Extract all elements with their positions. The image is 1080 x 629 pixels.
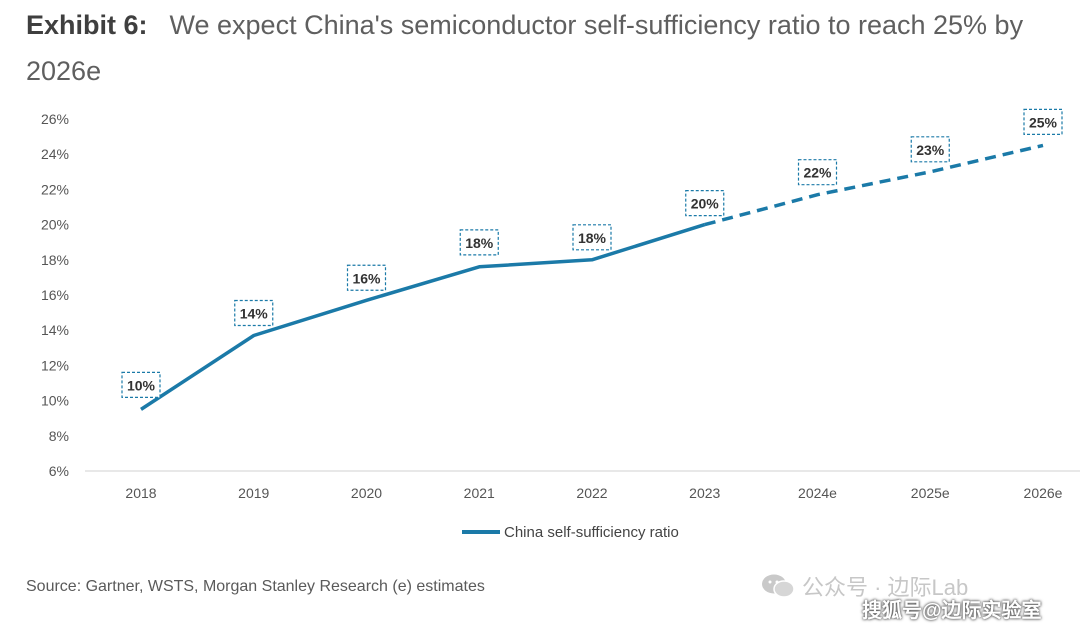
legend: China self-sufficiency ratio: [462, 524, 679, 541]
data-label-box: [685, 190, 725, 217]
x-tick-label: 2021: [464, 485, 495, 501]
y-tick-label: 8%: [49, 428, 69, 444]
y-tick-label: 26%: [41, 111, 69, 127]
x-tick-label: 2019: [238, 485, 269, 501]
title-text: We expect China's semiconductor self-suf…: [26, 10, 1024, 86]
x-tick-label: 2024e: [798, 485, 837, 501]
source-note: Source: Gartner, WSTS, Morgan Stanley Re…: [26, 578, 485, 595]
chart-title: Exhibit 6: We expect China's semiconducto…: [26, 2, 1071, 94]
data-label: 25%: [1029, 114, 1058, 130]
legend-label: China self-sufficiency ratio: [504, 524, 679, 541]
data-label: 16%: [352, 270, 381, 286]
data-label: 14%: [240, 305, 269, 321]
x-tick-label: 2020: [351, 485, 382, 501]
data-label-box: [1023, 108, 1063, 136]
y-tick-label: 16%: [41, 287, 69, 303]
y-tick-label: 12%: [41, 357, 69, 373]
exhibit-label: Exhibit 6:: [26, 10, 148, 40]
series-lines: [140, 143, 1044, 411]
data-labels: 10% 14% 16% 18% 18% 20% 22% 23% 25%: [121, 108, 1063, 398]
data-label: 10%: [127, 377, 156, 393]
x-tick-label: 2023: [689, 485, 720, 501]
x-tick-label: 2022: [576, 485, 607, 501]
data-label-box: [459, 229, 499, 256]
data-label-box: [910, 136, 950, 163]
y-axis: 6% 8% 10% 12% 14% 16% 18% 20% 22% 24% 26%: [41, 111, 69, 479]
data-label: 22%: [803, 165, 832, 181]
x-tick-label: 2026e: [1024, 485, 1063, 501]
data-label-box: [572, 224, 612, 251]
y-tick-label: 22%: [41, 181, 69, 197]
y-tick-label: 24%: [41, 146, 69, 162]
y-tick-label: 10%: [41, 393, 69, 409]
series-line-estimate: [704, 143, 1044, 227]
watermark-text: 公众号 · 边际Lab: [802, 575, 969, 600]
watermark: 公众号 · 边际Lab: [760, 570, 968, 602]
x-axis: 2018 2019 2020 2021 2022 2023 2024e 2025e 2026e: [125, 485, 1062, 501]
data-label: 23%: [916, 142, 945, 158]
data-label: 18%: [578, 230, 607, 246]
y-tick-label: 18%: [41, 252, 69, 268]
x-tick-label: 2025e: [911, 485, 950, 501]
wechat-icon: [762, 574, 795, 598]
data-label-box: [797, 159, 838, 186]
data-label: 18%: [465, 235, 494, 251]
data-label-box: [121, 371, 161, 398]
series-line-actual: [140, 222, 706, 411]
y-tick-label: 6%: [49, 463, 69, 479]
x-tick-label: 2018: [125, 485, 156, 501]
data-label: 20%: [691, 196, 720, 212]
data-label-box: [234, 299, 274, 327]
data-label-box: [346, 264, 387, 291]
y-tick-label: 14%: [41, 322, 69, 338]
y-tick-label: 20%: [41, 217, 69, 233]
watermark-sohu: 搜狐号@边际实验室: [862, 600, 1042, 622]
